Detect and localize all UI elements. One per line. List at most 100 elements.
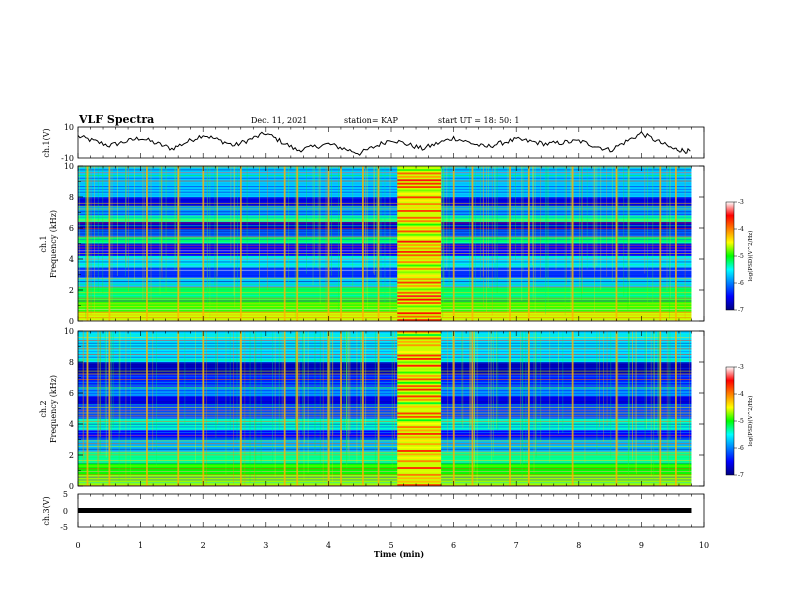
ch1-stripe bbox=[78, 306, 692, 308]
ch2-stripe bbox=[78, 468, 692, 470]
ch2-streak bbox=[295, 331, 297, 428]
ch1-burst-stripe bbox=[397, 278, 442, 281]
ch1-stripe bbox=[78, 300, 692, 302]
ch1-streak bbox=[79, 166, 81, 289]
ch1-streak bbox=[274, 166, 276, 279]
ch2-burst-stripe bbox=[397, 351, 442, 354]
ch1-streak bbox=[331, 166, 332, 276]
ch1-stripe bbox=[78, 186, 692, 188]
ch1-streak bbox=[617, 166, 619, 260]
ch1-streak bbox=[532, 166, 534, 266]
xtick-label: 0 bbox=[75, 541, 80, 550]
ch1-burst-stripe bbox=[397, 233, 442, 236]
ch2-colorbar-scale bbox=[725, 366, 735, 476]
ch1-stripe bbox=[78, 311, 692, 313]
ch2-streak bbox=[99, 331, 101, 454]
ch1-streak bbox=[207, 166, 208, 305]
ch1-impulse-line bbox=[327, 166, 330, 321]
ch2-streak bbox=[596, 331, 598, 455]
ch2-burst-stripe bbox=[397, 480, 442, 483]
ch2-streak bbox=[644, 331, 646, 446]
ch1-impulse-line bbox=[239, 166, 242, 321]
ch1-burst-stripe bbox=[397, 230, 442, 233]
ch1-streak bbox=[217, 166, 218, 271]
ch2-streak bbox=[332, 331, 334, 436]
ch3-panel: ch.3(V) 5 0 -5 bbox=[42, 490, 705, 532]
ch2-burst-stripe bbox=[397, 392, 442, 394]
ch1-burst-stripe bbox=[397, 206, 442, 209]
ch2-impulse-line bbox=[659, 331, 662, 486]
ch1-streak bbox=[564, 166, 566, 316]
ch2-stripe bbox=[78, 379, 692, 380]
ch1-burst-stripe bbox=[397, 319, 442, 321]
ch1-stripe bbox=[78, 194, 692, 196]
ch1-streak bbox=[94, 166, 95, 320]
ch1-streak bbox=[515, 166, 517, 261]
ch2-stripe bbox=[78, 384, 692, 386]
ch1-stripe bbox=[78, 297, 692, 299]
ch1-streak bbox=[446, 166, 448, 271]
ch1-burst-stripe bbox=[397, 240, 442, 243]
ch2-streak bbox=[469, 331, 471, 427]
ch2-stripe bbox=[78, 356, 692, 358]
ch1-stripe bbox=[78, 261, 692, 263]
ch1-stripe bbox=[78, 247, 692, 249]
ch2-streak bbox=[632, 331, 633, 457]
ch1-stripe bbox=[78, 236, 692, 238]
ch1-spec-ylabel-line1: ch.1 bbox=[39, 235, 48, 252]
ch2-streak bbox=[322, 331, 324, 484]
ch1-stripe bbox=[78, 200, 692, 202]
ch2-burst-stripe bbox=[397, 450, 442, 452]
ch2-streak bbox=[236, 331, 238, 442]
ch1-streak bbox=[128, 166, 129, 292]
ch1-ylabel: ch.1(V) bbox=[42, 128, 51, 157]
ch2-stripe bbox=[78, 334, 692, 336]
ch2-colorbar-tick-label: -3 bbox=[738, 364, 744, 371]
ch2-stripe bbox=[78, 390, 692, 392]
ch1-streak bbox=[482, 166, 484, 277]
ch1-streak bbox=[376, 166, 378, 279]
ch1-streak bbox=[237, 166, 238, 287]
ch2-streak bbox=[617, 331, 619, 456]
ch2-streak bbox=[119, 331, 121, 433]
ch2-stripe bbox=[78, 482, 692, 484]
ch1-stripe bbox=[78, 289, 692, 291]
ch2-burst-stripe bbox=[397, 388, 442, 391]
ch1-stripe bbox=[78, 258, 692, 260]
ch2-streak bbox=[522, 331, 524, 466]
ch2-streak bbox=[345, 331, 347, 432]
ch1-streak bbox=[125, 166, 126, 277]
ch2-spectrogram-panel: ch.2 Frequency (kHz) 0 2 4 6 8 10 bbox=[39, 327, 705, 491]
ch1-stripe bbox=[78, 202, 692, 204]
ch2-streak bbox=[206, 331, 207, 485]
ch2-burst-stripe bbox=[397, 470, 442, 473]
ch2-streak bbox=[215, 331, 217, 439]
ch1-streak bbox=[298, 166, 300, 280]
xtick-label: 9 bbox=[639, 541, 644, 550]
ch2-stripe bbox=[78, 465, 692, 467]
ch2-band bbox=[78, 374, 692, 387]
ch2-streak bbox=[272, 331, 273, 464]
ch2-streak bbox=[225, 331, 227, 476]
ch1-stripe bbox=[78, 239, 692, 241]
ch1-streak bbox=[259, 166, 260, 296]
ch1-stripe bbox=[78, 180, 692, 182]
ch1-streak bbox=[206, 166, 208, 292]
ch1-burst bbox=[397, 166, 442, 321]
ch2-stripe bbox=[78, 353, 692, 355]
ch1-streak bbox=[488, 166, 490, 288]
ch2-streak bbox=[347, 331, 349, 451]
ch1-burst-stripe bbox=[397, 186, 442, 189]
ch1-stripe bbox=[78, 244, 692, 246]
ch1-colorbar-tick-label: -6 bbox=[738, 280, 744, 287]
ch2-streak bbox=[249, 331, 251, 483]
ch1-band bbox=[78, 311, 692, 321]
ch2-streak bbox=[657, 331, 659, 436]
ch1-burst-stripe bbox=[397, 182, 442, 185]
ch2-stripe bbox=[78, 437, 692, 439]
ch1-streak bbox=[367, 166, 369, 309]
ch2-streak bbox=[496, 331, 497, 429]
ch1-streak bbox=[230, 166, 232, 264]
ch2-streak bbox=[100, 331, 101, 437]
ch2-streak bbox=[535, 331, 537, 452]
